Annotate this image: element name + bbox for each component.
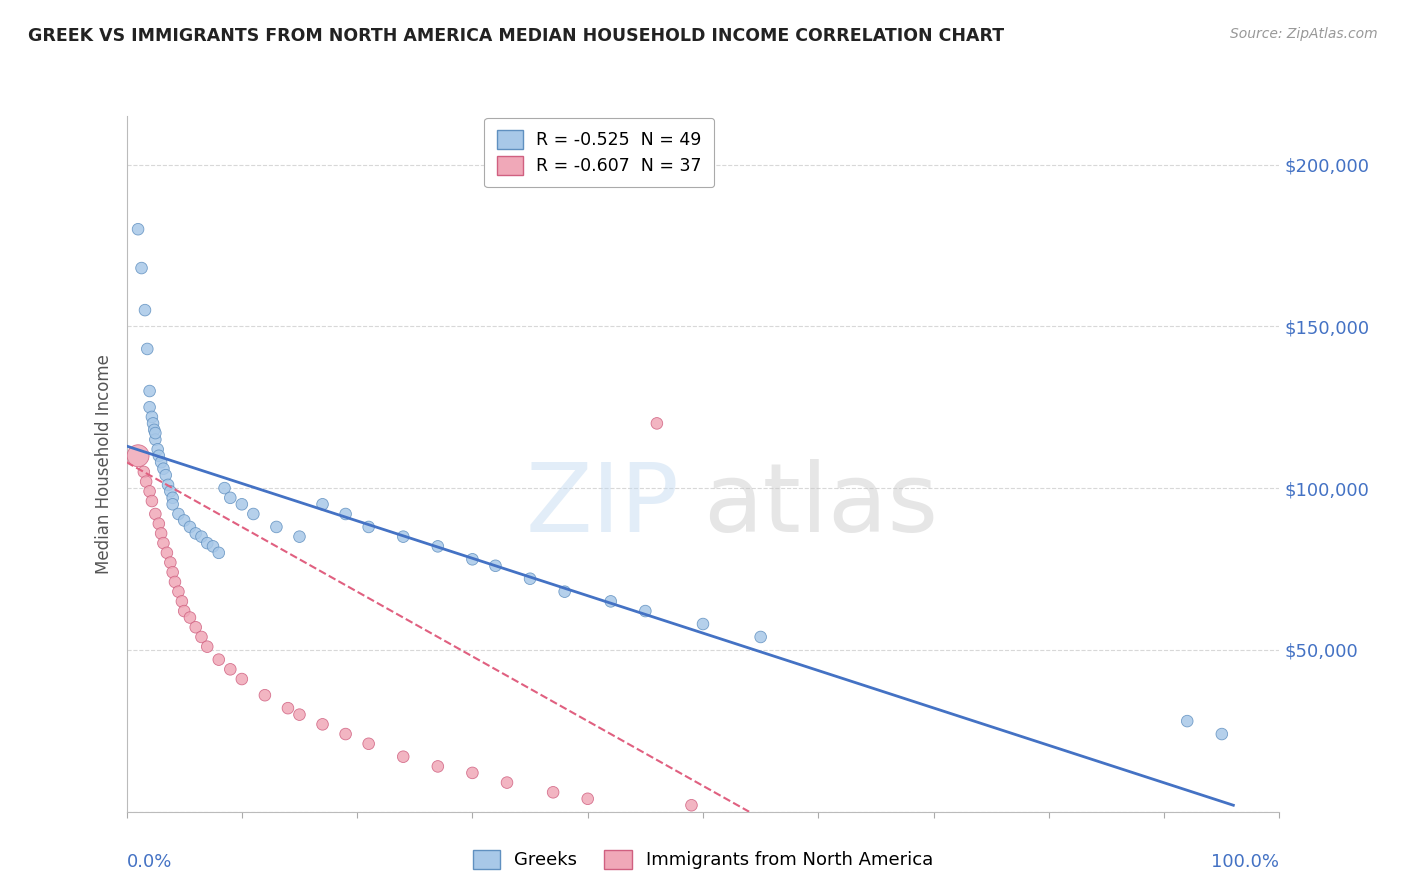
Point bbox=[145, 433, 166, 447]
Point bbox=[645, 417, 668, 431]
Point bbox=[195, 640, 218, 654]
Point bbox=[426, 759, 449, 773]
Point bbox=[184, 620, 207, 634]
Point bbox=[134, 303, 156, 318]
Point bbox=[190, 630, 212, 644]
Point bbox=[156, 546, 179, 560]
Text: GREEK VS IMMIGRANTS FROM NORTH AMERICA MEDIAN HOUSEHOLD INCOME CORRELATION CHART: GREEK VS IMMIGRANTS FROM NORTH AMERICA M… bbox=[28, 27, 1004, 45]
Y-axis label: Median Household Income: Median Household Income bbox=[94, 354, 112, 574]
Point bbox=[681, 798, 703, 813]
Point bbox=[141, 494, 163, 508]
Point bbox=[208, 652, 231, 666]
Point bbox=[201, 540, 224, 554]
Point bbox=[208, 546, 231, 560]
Point bbox=[242, 507, 264, 521]
Point bbox=[288, 530, 311, 544]
Point bbox=[392, 749, 415, 764]
Point bbox=[541, 785, 564, 799]
Point bbox=[152, 461, 174, 475]
Point bbox=[167, 584, 190, 599]
Point bbox=[146, 442, 169, 457]
Point bbox=[179, 520, 201, 534]
Point bbox=[634, 604, 657, 618]
Point bbox=[288, 707, 311, 722]
Point bbox=[170, 594, 193, 608]
Point bbox=[335, 507, 357, 521]
Point bbox=[1175, 714, 1198, 728]
Point bbox=[184, 526, 207, 541]
Point bbox=[152, 536, 174, 550]
Point bbox=[163, 574, 186, 589]
Text: 0.0%: 0.0% bbox=[127, 854, 172, 871]
Point bbox=[357, 520, 380, 534]
Point bbox=[132, 465, 155, 479]
Legend: Greeks, Immigrants from North America: Greeks, Immigrants from North America bbox=[464, 840, 942, 879]
Point bbox=[159, 556, 181, 570]
Point bbox=[426, 540, 449, 554]
Point bbox=[173, 513, 195, 527]
Point bbox=[692, 617, 714, 632]
Point bbox=[195, 536, 218, 550]
Point bbox=[127, 222, 149, 236]
Point bbox=[461, 765, 484, 780]
Point bbox=[219, 662, 242, 676]
Point bbox=[157, 478, 180, 492]
Point bbox=[148, 516, 170, 531]
Point bbox=[148, 449, 170, 463]
Point bbox=[357, 737, 380, 751]
Point bbox=[162, 566, 184, 580]
Point bbox=[138, 384, 160, 398]
Point bbox=[461, 552, 484, 566]
Point bbox=[1211, 727, 1233, 741]
Point bbox=[219, 491, 242, 505]
Point bbox=[484, 558, 506, 573]
Point bbox=[150, 455, 173, 469]
Point bbox=[253, 688, 276, 702]
Point bbox=[162, 497, 184, 511]
Point bbox=[277, 701, 299, 715]
Point bbox=[143, 423, 166, 437]
Legend: R = -0.525  N = 49, R = -0.607  N = 37: R = -0.525 N = 49, R = -0.607 N = 37 bbox=[485, 118, 714, 187]
Point bbox=[155, 468, 177, 483]
Point bbox=[576, 791, 599, 805]
Text: atlas: atlas bbox=[703, 459, 938, 552]
Point bbox=[159, 484, 181, 499]
Point bbox=[554, 584, 576, 599]
Point bbox=[162, 491, 184, 505]
Point bbox=[173, 604, 195, 618]
Point bbox=[138, 484, 160, 499]
Point bbox=[392, 530, 415, 544]
Point bbox=[141, 409, 163, 424]
Point bbox=[142, 417, 165, 431]
Point bbox=[311, 717, 333, 731]
Point bbox=[131, 261, 153, 276]
Point bbox=[231, 497, 253, 511]
Point bbox=[135, 475, 157, 489]
Point bbox=[145, 426, 166, 441]
Point bbox=[496, 775, 519, 789]
Point bbox=[335, 727, 357, 741]
Point bbox=[179, 610, 201, 624]
Point bbox=[266, 520, 288, 534]
Point bbox=[519, 572, 541, 586]
Point bbox=[190, 530, 212, 544]
Point bbox=[311, 497, 333, 511]
Point bbox=[231, 672, 253, 686]
Text: ZIP: ZIP bbox=[526, 459, 681, 552]
Point bbox=[136, 342, 159, 356]
Point bbox=[599, 594, 621, 608]
Text: Source: ZipAtlas.com: Source: ZipAtlas.com bbox=[1230, 27, 1378, 41]
Point bbox=[145, 507, 166, 521]
Point bbox=[150, 526, 173, 541]
Point bbox=[127, 449, 149, 463]
Text: 100.0%: 100.0% bbox=[1212, 854, 1279, 871]
Point bbox=[214, 481, 236, 495]
Point bbox=[138, 401, 160, 415]
Point bbox=[749, 630, 772, 644]
Point bbox=[167, 507, 190, 521]
